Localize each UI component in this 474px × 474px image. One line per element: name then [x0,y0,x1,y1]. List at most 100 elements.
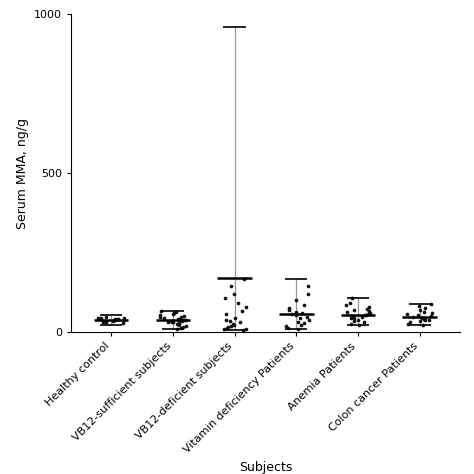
Point [285,304,293,312]
Point [284,324,292,332]
Point [175,317,183,324]
Point [364,310,371,318]
Point [414,311,422,319]
Point [111,316,119,324]
X-axis label: Subjects: Subjects [239,461,292,474]
Point [405,320,412,328]
Point [240,275,248,283]
Point [174,315,182,323]
Point [222,316,229,324]
Point [418,315,426,322]
Point [228,322,235,330]
Point [230,322,237,329]
Point [224,323,232,331]
Point [292,296,300,304]
Point [421,317,428,324]
Point [114,316,122,323]
Point [156,313,164,321]
Point [301,301,308,309]
Point [416,306,424,314]
Point [94,314,101,322]
Point [172,308,179,316]
Point [358,313,366,320]
Point [298,310,306,317]
Point [366,310,374,317]
Point [283,322,290,330]
Point [178,324,185,332]
Point [180,312,188,320]
Point [305,316,313,324]
Point [175,319,182,327]
Point [120,316,128,324]
Point [177,315,184,322]
Point [416,302,423,310]
Point [119,319,127,327]
Point [169,319,177,326]
Point [223,324,231,332]
Point [111,315,119,323]
Point [220,326,228,333]
Point [180,316,187,324]
Point [351,317,358,325]
Point [292,308,300,316]
Point [232,314,239,321]
Point [294,326,302,333]
Point [426,316,433,324]
Point [350,314,358,321]
Point [167,317,175,325]
Point [347,315,355,322]
Point [157,307,164,315]
Point [102,313,109,321]
Point [173,320,181,328]
Point [342,301,349,309]
Point [238,307,246,315]
Point [409,313,417,321]
Point [179,323,187,331]
Point [99,318,107,326]
Point [230,320,237,328]
Point [222,310,229,318]
Point [292,311,300,319]
Point [363,305,371,313]
Point [304,290,311,298]
Point [427,312,434,320]
Point [100,318,107,325]
Point [182,322,189,330]
Point [170,310,177,317]
Point [420,315,428,323]
Y-axis label: Serum MMA, ng/g: Serum MMA, ng/g [16,118,28,228]
Point [419,321,427,328]
Point [97,314,104,321]
Point [362,311,369,319]
Point [226,317,233,325]
Point [114,315,122,323]
Point [354,316,362,324]
Point [294,318,302,326]
Point [177,313,185,320]
Point [365,303,373,311]
Point [228,282,235,290]
Point [169,310,176,318]
Point [421,304,428,312]
Point [182,316,190,324]
Point [285,306,292,314]
Point [428,300,435,308]
Point [406,319,414,326]
Point [349,312,357,320]
Point [237,319,244,326]
Point [350,306,357,314]
Point [296,315,304,322]
Point [303,313,310,320]
Point [416,318,424,325]
Point [164,318,172,326]
Point [178,317,185,325]
Point [175,321,183,328]
Point [403,310,410,318]
Point [421,314,429,321]
Point [175,316,183,324]
Point [110,317,118,324]
Point [346,299,354,306]
Point [301,319,308,327]
Point [344,308,351,316]
Point [120,315,128,322]
